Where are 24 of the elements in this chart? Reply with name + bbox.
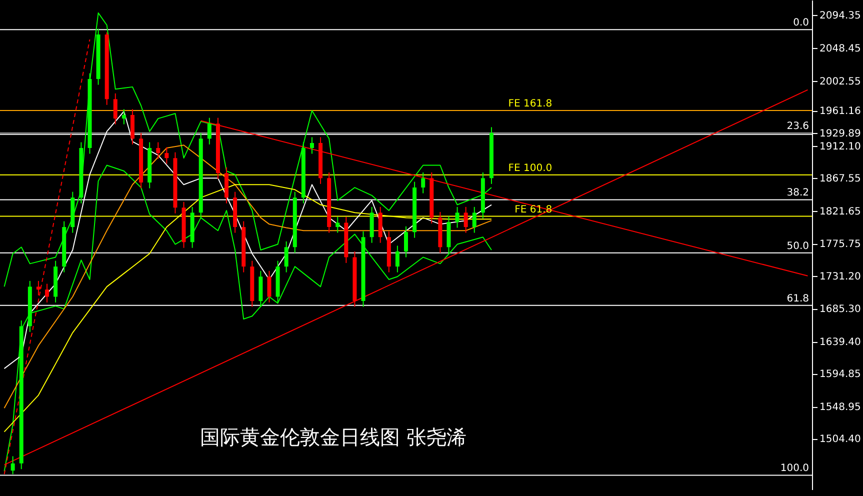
annotation: 50.0 xyxy=(786,240,809,252)
annotation: 100.0 xyxy=(780,463,809,474)
y-tick-label: 1548.95 xyxy=(820,402,861,414)
y-tick-label: 2048.45 xyxy=(820,43,861,54)
y-tick-label: 1821.65 xyxy=(820,206,861,218)
annotation: 23.6 xyxy=(786,120,809,132)
y-tick-label: 1867.55 xyxy=(820,173,861,184)
y-tick-label: 1731.20 xyxy=(820,271,861,282)
annotation: 61.8 xyxy=(786,293,809,304)
y-tick-label: 1594.85 xyxy=(820,369,861,380)
y-tick-label: 1929.89 xyxy=(820,128,861,140)
annotation: 0.0 xyxy=(793,18,809,29)
y-tick-label: 1685.30 xyxy=(820,304,861,316)
y-tick-label: 1504.40 xyxy=(820,434,861,446)
y-tick-label: 2094.35 xyxy=(820,10,861,22)
y-tick-label: 1961.16 xyxy=(820,106,861,118)
y-tick-label: 1639.40 xyxy=(820,337,861,348)
annotation: FE 161.8 xyxy=(508,98,552,110)
y-tick-label: 1775.75 xyxy=(820,239,861,250)
annotation: 38.2 xyxy=(786,188,809,199)
y-tick-label: 2002.55 xyxy=(820,76,861,88)
y-tick-label: 1912.10 xyxy=(820,141,861,152)
annotation: FE 100.0 xyxy=(508,162,552,174)
text: 国际黄金伦敦金日线图 张尧浠 xyxy=(200,425,466,449)
